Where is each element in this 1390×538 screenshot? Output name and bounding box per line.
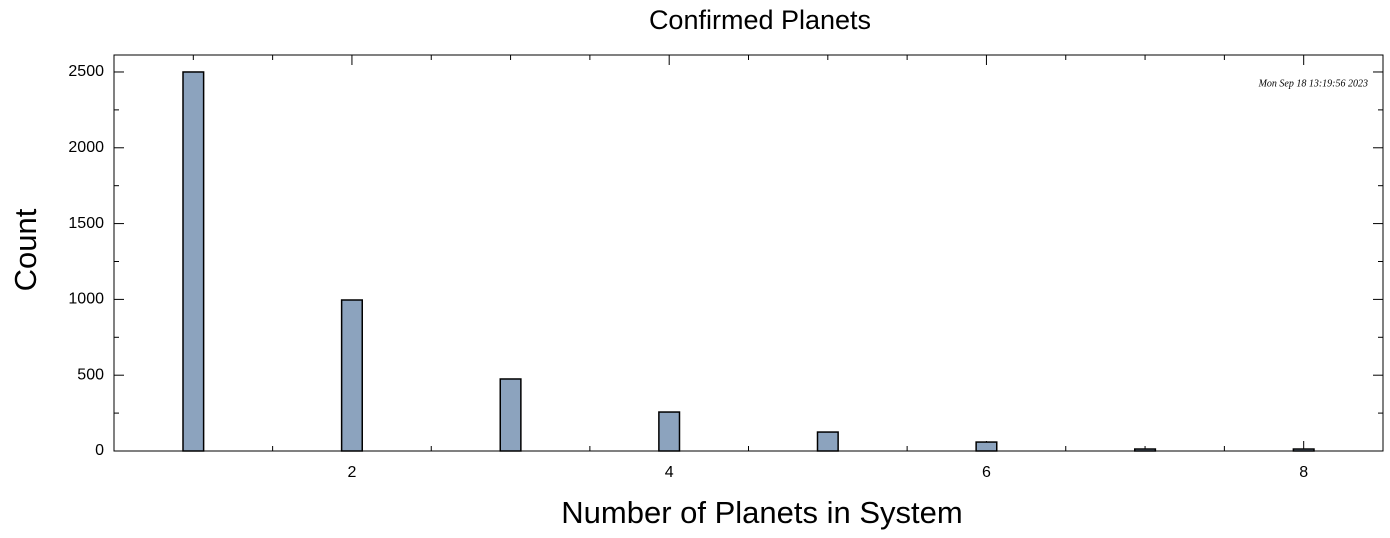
- bar: [816, 431, 839, 452]
- y-tick-label: 1500: [68, 215, 104, 232]
- y-tick-label: 500: [77, 366, 104, 383]
- y-tick-label: 0: [95, 442, 104, 459]
- bar: [182, 71, 205, 452]
- y-tick-label: 2000: [68, 139, 104, 156]
- plot-frame: [113, 54, 1384, 452]
- y-tick-label: 1000: [68, 291, 104, 308]
- x-tick-label: 6: [982, 464, 991, 481]
- timestamp: Mon Sep 18 13:19:56 2023: [1258, 78, 1368, 89]
- bar: [499, 378, 522, 452]
- x-axis-label: Number of Planets in System: [561, 495, 962, 530]
- bar: [975, 441, 998, 452]
- bar: [658, 411, 681, 452]
- y-axis-label: Count: [8, 208, 43, 291]
- x-tick-label: 8: [1299, 464, 1308, 481]
- y-tick-label: 2500: [68, 63, 104, 80]
- x-tick-label: 2: [347, 464, 356, 481]
- x-tick-label: 4: [665, 464, 674, 481]
- chart-title: Confirmed Planets: [649, 5, 871, 35]
- bar: [340, 299, 363, 452]
- bar: [1134, 448, 1157, 452]
- bar: [1292, 448, 1315, 452]
